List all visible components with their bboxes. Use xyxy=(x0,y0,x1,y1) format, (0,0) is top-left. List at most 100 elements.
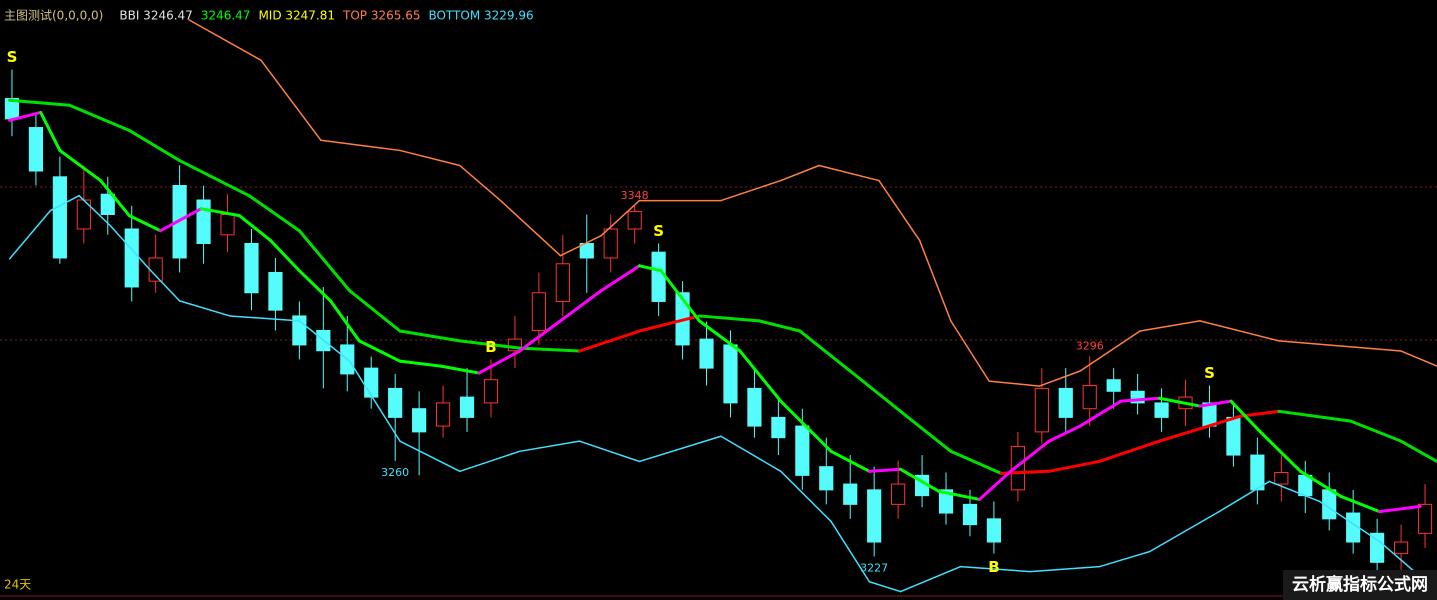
candle-body xyxy=(459,396,475,418)
indicator-line xyxy=(867,467,903,473)
indicator-line xyxy=(8,98,71,107)
indicator-line xyxy=(99,179,131,218)
indicator-line xyxy=(477,349,522,375)
indicator-line xyxy=(109,224,152,272)
indicator-line xyxy=(738,349,783,403)
indicator-line xyxy=(659,269,701,323)
legend-entry: BOTTOM 3229.96 xyxy=(428,9,533,23)
indicator-line xyxy=(1258,429,1302,473)
indicator-line xyxy=(398,359,443,368)
legend-entry: TOP 3265.65 xyxy=(342,9,420,23)
candle-body xyxy=(771,416,786,439)
legend-entry: 3246.47 xyxy=(201,9,251,23)
indicator-line xyxy=(1378,504,1422,514)
indicator-line xyxy=(150,269,181,302)
indicator-line xyxy=(1079,330,1141,372)
signal-label: S xyxy=(7,48,18,66)
indicator-line xyxy=(329,299,361,343)
legend: BBI 3246.47 3246.47 MID 3247.81 TOP 3265.65… xyxy=(119,9,533,23)
indicator-line xyxy=(697,314,761,323)
indicator-line xyxy=(398,329,462,343)
indicator-line xyxy=(348,360,401,442)
indicator-line xyxy=(1098,550,1151,568)
indicator-line xyxy=(247,194,301,233)
candle-body xyxy=(1034,387,1049,433)
candle-body xyxy=(651,251,666,302)
extreme-label: 3227 xyxy=(860,562,888,575)
indicator-line xyxy=(298,320,351,362)
candle-body xyxy=(867,489,882,543)
indicator-line xyxy=(1139,320,1201,332)
indicator-line xyxy=(779,399,833,453)
candle-body xyxy=(1370,532,1385,563)
indicator-line xyxy=(1078,399,1123,428)
candle-body xyxy=(364,367,379,398)
indicator-line xyxy=(638,435,722,463)
indicator-line xyxy=(518,346,582,353)
candle-body xyxy=(148,257,163,282)
indicator-line xyxy=(297,269,333,303)
indicator-line xyxy=(780,164,820,182)
candle-body xyxy=(388,387,403,418)
indicator-line xyxy=(1399,439,1437,463)
indicator-line xyxy=(830,520,871,583)
indicator-line xyxy=(127,128,182,163)
indicator-line xyxy=(720,435,782,473)
extreme-label: 3348 xyxy=(621,189,649,202)
indicator-line xyxy=(127,214,162,233)
indicator-line xyxy=(8,209,52,260)
indicator-line xyxy=(459,450,521,473)
indicator-line xyxy=(1047,424,1082,443)
indicator-line xyxy=(1229,399,1262,433)
candle-body xyxy=(483,379,499,404)
indicator-line xyxy=(39,110,62,152)
candle-body xyxy=(1106,379,1121,392)
candle-body xyxy=(52,176,67,259)
signal-label: S xyxy=(1204,364,1215,382)
indicator-line xyxy=(959,565,1031,573)
indicator-line xyxy=(937,489,982,501)
indicator-line xyxy=(499,199,562,257)
candle-body xyxy=(220,213,235,236)
indicator-line xyxy=(58,148,103,183)
indicator-line xyxy=(269,239,301,273)
indicator-line xyxy=(899,565,962,593)
indicator-line xyxy=(8,110,43,122)
signal-label: S xyxy=(653,222,664,240)
indicator-line xyxy=(899,409,953,453)
indicator-line xyxy=(798,329,852,373)
candle-body xyxy=(1226,416,1241,456)
candle-body xyxy=(507,338,523,352)
indicator-line xyxy=(1097,439,1161,463)
indicator-line xyxy=(868,580,902,593)
candle-body xyxy=(531,292,546,331)
indicator-line xyxy=(1218,480,1271,513)
candle-body xyxy=(100,193,115,215)
candle-body xyxy=(1130,390,1145,404)
candle-body xyxy=(1250,454,1265,491)
indicator-line xyxy=(1009,439,1051,473)
candle-body xyxy=(819,466,834,491)
indicator-line xyxy=(67,103,131,132)
indicator-line xyxy=(399,149,461,167)
indicator-line xyxy=(757,319,802,333)
indicator-line xyxy=(49,194,80,212)
indicator-line xyxy=(297,229,352,293)
indicator-line xyxy=(600,199,641,237)
candle-body xyxy=(747,387,762,427)
candle-body xyxy=(795,425,810,476)
indicator-line xyxy=(988,380,1041,387)
indicator-line xyxy=(949,449,1003,475)
indicator-line xyxy=(1157,396,1202,408)
indicator-line xyxy=(188,19,262,62)
indicator-line xyxy=(1199,320,1280,342)
candle-body xyxy=(268,271,283,311)
indicator-line xyxy=(558,289,603,323)
indicator-line xyxy=(1148,510,1220,553)
indicator-line xyxy=(848,369,903,413)
indicator-line xyxy=(978,469,1013,501)
indicator-name: 主图测试(0,0,0,0) xyxy=(4,8,103,23)
indicator-line xyxy=(458,339,522,350)
